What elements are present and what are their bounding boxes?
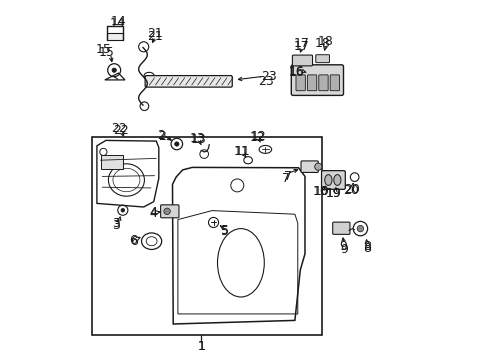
Text: 8: 8: [362, 240, 370, 253]
Text: 18: 18: [314, 37, 330, 50]
Text: 12: 12: [249, 131, 264, 144]
Text: 2: 2: [157, 129, 164, 141]
FancyBboxPatch shape: [315, 55, 329, 63]
Circle shape: [314, 163, 321, 170]
FancyBboxPatch shape: [295, 75, 305, 91]
Text: 3: 3: [111, 217, 119, 230]
FancyBboxPatch shape: [301, 161, 318, 172]
Text: 14: 14: [110, 17, 125, 30]
Text: 13: 13: [189, 132, 205, 145]
Text: 5: 5: [221, 225, 229, 238]
Text: 20: 20: [344, 183, 360, 196]
Text: 10: 10: [313, 185, 329, 198]
Circle shape: [121, 208, 124, 212]
FancyBboxPatch shape: [101, 155, 122, 169]
Text: 16: 16: [288, 65, 304, 78]
Text: 9: 9: [340, 243, 348, 256]
Text: 1: 1: [197, 340, 205, 353]
Text: 23: 23: [258, 75, 273, 87]
FancyBboxPatch shape: [307, 75, 316, 91]
Text: 14: 14: [110, 15, 126, 28]
Text: 6: 6: [129, 234, 137, 247]
Text: 22: 22: [111, 122, 127, 135]
Text: 1: 1: [197, 340, 205, 353]
Ellipse shape: [333, 175, 340, 185]
Text: 7: 7: [281, 172, 289, 185]
Text: 15: 15: [95, 43, 111, 56]
Circle shape: [356, 225, 363, 232]
FancyBboxPatch shape: [329, 75, 339, 91]
Text: 5: 5: [221, 224, 229, 237]
Ellipse shape: [324, 175, 331, 185]
FancyBboxPatch shape: [321, 171, 345, 189]
Text: 17: 17: [294, 37, 309, 50]
Text: 18: 18: [317, 35, 332, 48]
Text: 9: 9: [339, 240, 347, 253]
Circle shape: [112, 68, 116, 72]
FancyBboxPatch shape: [292, 55, 312, 66]
Text: 17: 17: [294, 40, 309, 53]
Text: 3: 3: [111, 219, 119, 231]
Text: 15: 15: [99, 46, 114, 59]
Circle shape: [174, 142, 179, 146]
Text: 7: 7: [283, 170, 291, 183]
FancyBboxPatch shape: [318, 75, 327, 91]
Text: 6: 6: [129, 235, 137, 248]
Text: 21: 21: [146, 30, 162, 42]
Text: 23: 23: [261, 70, 276, 83]
Text: 4: 4: [149, 207, 158, 220]
Text: 16: 16: [288, 66, 304, 79]
Text: 21: 21: [147, 27, 163, 40]
Text: 2: 2: [158, 130, 165, 143]
Text: 19: 19: [325, 187, 341, 200]
Text: 10: 10: [312, 185, 328, 198]
FancyBboxPatch shape: [145, 81, 153, 86]
Text: 12: 12: [250, 130, 265, 143]
Text: 11: 11: [234, 145, 250, 158]
Text: 19: 19: [325, 187, 341, 200]
FancyBboxPatch shape: [332, 222, 349, 234]
Text: 20: 20: [343, 184, 358, 197]
Text: 4: 4: [149, 206, 157, 219]
Text: 11: 11: [233, 145, 249, 158]
Text: 22: 22: [113, 124, 128, 137]
FancyBboxPatch shape: [145, 76, 232, 87]
Text: 8: 8: [362, 242, 370, 255]
FancyBboxPatch shape: [291, 65, 343, 95]
FancyBboxPatch shape: [107, 33, 122, 40]
Circle shape: [163, 208, 170, 215]
Text: 13: 13: [190, 133, 206, 146]
FancyBboxPatch shape: [160, 205, 179, 218]
